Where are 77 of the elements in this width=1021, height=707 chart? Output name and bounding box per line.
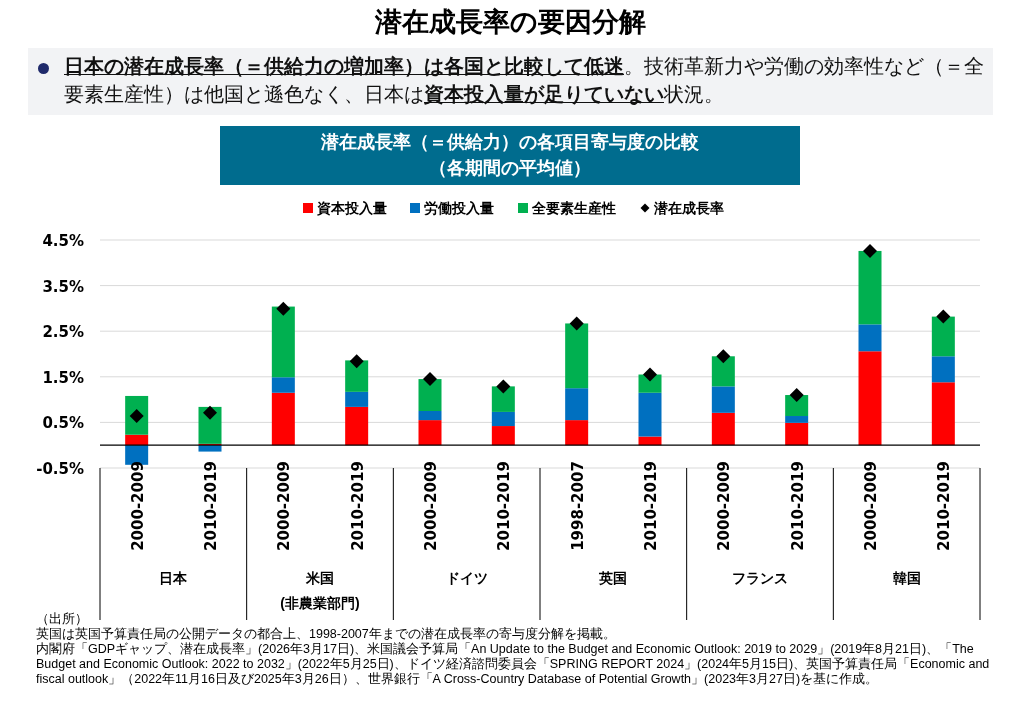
bar [198,445,222,452]
text: (非農業部門) [280,595,360,611]
bar [565,388,589,421]
bar [565,420,589,446]
text: ドイツ [445,570,488,586]
bar [271,392,295,446]
point [203,405,217,420]
y-tick-label: 2.5% [42,323,84,342]
y-tick-label: 3.5% [42,277,84,296]
bar [418,411,442,421]
point [496,379,511,394]
x-tick-label: 2010-2019 [935,461,954,551]
y-tick-label: 1.5% [42,368,84,387]
text: 日本の潜在成長率（＝供給力の増加率）は各国と比較して低迷。技術革新力や労働の効率性など（＝全要素生産性）は他国と遜色なく、日本は資本投入量が足りていない状況。 [64,55,984,105]
x-tick-label: 1998-2007 [568,461,587,551]
x-tick-label: 2010-2019 [202,461,220,551]
bar [858,351,882,446]
point [789,388,804,403]
bar [345,406,369,446]
text: フランス [732,570,788,586]
text: （各期間の平均値） [429,158,591,178]
bar [711,356,735,387]
y-tick-label: 4.5% [42,232,84,250]
point [936,309,951,324]
bar [711,412,735,446]
point [569,316,584,331]
legend-label: 潜在成長率 [653,200,724,216]
bar [271,377,295,393]
x-tick-label: 2010-2019 [495,461,514,551]
text: 日本 [159,570,189,586]
bar [491,411,515,427]
text: 韓国 [892,570,921,586]
x-tick-label: 2010-2019 [348,461,367,551]
legend-label: 資本投入量 [316,201,387,216]
bar [345,360,369,392]
y-tick-label: -0.5% [36,460,84,478]
point [349,354,364,369]
bar [565,323,589,389]
y-tick-label: 0.5% [42,414,84,433]
bar [931,316,955,357]
point [716,349,731,364]
x-tick-label: 2000-2009 [128,461,147,551]
text: 英国 [598,570,628,586]
legend-label: 労働投入量 [424,201,494,216]
x-tick-label: 2000-2009 [862,461,880,551]
bar [638,436,662,446]
chart-title: 潜在成長率の要因分解 [374,6,647,39]
x-tick-label: 2010-2019 [642,461,660,551]
bar [858,250,882,325]
text: 潜在成長率（＝供給力）の各項目寄与度の比較 [321,132,699,152]
text: 英国は英国予算責任局の公開データの都合上、1998-2007年までの潜在成長率の寄与度分解を掲載。 [36,627,616,641]
bar [271,306,295,378]
legend-label: 全要素生産性 [531,200,616,216]
point [423,372,437,387]
bar [931,382,955,446]
bar [418,420,442,446]
bar [638,392,662,437]
bar [858,324,882,352]
bar [345,391,369,407]
point [863,243,877,258]
point [276,301,291,316]
bar [931,356,955,383]
bar [785,422,809,446]
text: （出所） [36,612,88,626]
x-tick-label: 2000-2009 [275,461,294,551]
text: 米国 [305,570,334,586]
bar [785,416,809,423]
bar [125,434,149,446]
x-tick-label: 2000-2009 [715,461,734,551]
x-tick-label: 2000-2009 [422,461,440,551]
x-tick-label: 2010-2019 [788,461,807,551]
bar [418,379,442,411]
point [643,367,657,382]
bar [491,386,515,412]
bar [491,426,515,446]
bar [711,386,735,413]
text: 内閣府「GDPギャップ、潜在成長率」(2026年3月17日)、米国議会予算局「An Update to the Budget and Economic Outlook: 2019 to 2029」(2019年8月21日)、「The Budget and Economic Outlook: 2022 to 2032」(2022年5月25日)、ドイツ経済諮問委員会「SPRING REPORT 2024」(2024年5月15日)、英国予算責任局「Economic and fiscal outlook」（2022年11月16日及び2025年3月26日）、世界銀行「A Cross-Country Database of Potential Growth」(2023年3月27日)を基に作成。 [36,642,990,686]
